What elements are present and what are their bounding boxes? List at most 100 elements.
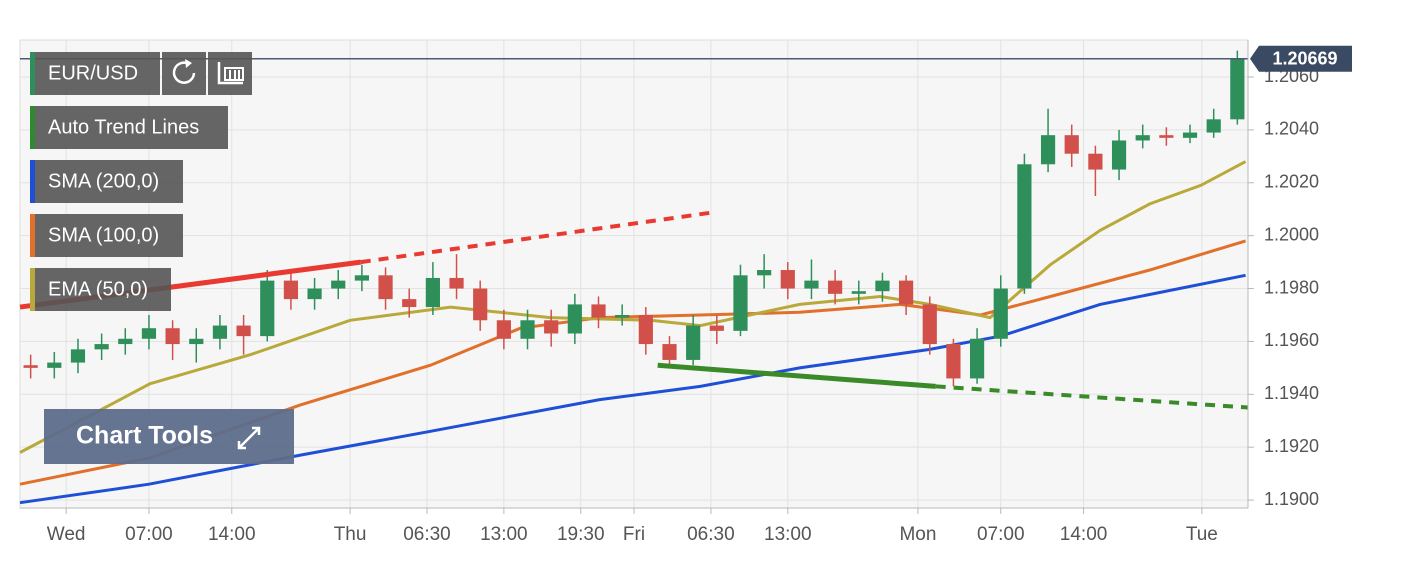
y-tick-label: 1.2020 <box>1264 172 1319 192</box>
refresh-button[interactable] <box>162 52 206 95</box>
candle-body <box>993 288 1008 339</box>
candle-body <box>1064 135 1079 154</box>
legend: EUR/USD Auto Trend Lines SMA (200,0) SMA (1… <box>30 52 228 311</box>
x-tick-label: Fri <box>623 524 645 545</box>
candle-body <box>23 365 38 368</box>
x-tick-label: Thu <box>334 524 367 545</box>
candle-body <box>449 277 464 289</box>
candle-body <box>473 288 488 321</box>
x-tick-label: Mon <box>899 524 936 545</box>
candle-body <box>899 280 914 305</box>
candle-body <box>1088 153 1103 170</box>
legend-label: SMA (100,0) <box>48 224 159 246</box>
x-tick-label: 07:00 <box>125 524 173 545</box>
candle-body <box>425 277 440 308</box>
candle-body <box>733 275 748 331</box>
legend-box <box>30 160 183 203</box>
legend-item[interactable]: SMA (100,0) <box>30 214 183 257</box>
candle-body <box>591 304 606 318</box>
candle-body <box>1206 119 1221 133</box>
candle-body <box>1135 135 1150 141</box>
candle-body <box>354 275 369 281</box>
candle-body <box>520 320 535 339</box>
legend-swatch <box>30 106 35 149</box>
x-tick-label: 07:00 <box>977 524 1025 545</box>
candle-body <box>70 349 86 363</box>
legend-label: EMA (50,0) <box>48 278 148 300</box>
candle-body <box>165 328 180 345</box>
candle-body <box>946 344 961 379</box>
candle-body <box>331 280 346 289</box>
candle-body <box>1159 135 1174 138</box>
candle-body <box>189 338 204 345</box>
candle-body <box>94 344 109 350</box>
legend-item[interactable]: SMA (200,0) <box>30 160 183 203</box>
x-tick-label: 14:00 <box>208 524 256 545</box>
legend-box <box>30 106 228 149</box>
candle-body <box>828 280 843 294</box>
candle-body <box>567 304 582 334</box>
candle-body <box>922 304 937 345</box>
legend-swatch <box>30 160 35 203</box>
candle-body <box>780 270 795 289</box>
candle-body <box>402 299 417 308</box>
candle-body <box>544 320 559 334</box>
x-tick-label: 13:00 <box>480 524 528 545</box>
candle-body <box>496 320 511 339</box>
legend-item[interactable]: EMA (50,0) <box>30 268 171 311</box>
x-tick-label: 14:00 <box>1060 524 1108 545</box>
candle-body <box>307 288 322 300</box>
legend-box <box>30 268 171 311</box>
candle-body <box>283 280 299 300</box>
last-price-tag <box>1250 45 1352 72</box>
y-tick-label: 1.1900 <box>1264 489 1319 509</box>
candle-body <box>141 328 157 339</box>
x-tick-label: 13:00 <box>764 524 812 545</box>
y-tick-label: 1.2040 <box>1264 119 1319 139</box>
candle-body <box>1040 135 1056 165</box>
legend-swatch <box>30 268 35 311</box>
marks <box>19 50 1249 505</box>
labels: 1.1900 1.1920 1.1940 1.1960 1.1980 1.2000 1.20… <box>47 45 1352 545</box>
chart-tools-button[interactable]: Chart Tools <box>44 409 294 464</box>
candle-body <box>47 362 62 368</box>
candle-body <box>875 280 890 292</box>
trend-projection <box>360 209 718 265</box>
candle-body <box>804 280 819 289</box>
candle-body <box>236 325 251 337</box>
chart-tools-label[interactable]: Chart Tools <box>76 422 213 450</box>
y-tick-label: 1.1980 <box>1264 277 1319 297</box>
legend-label: EUR/USD <box>48 62 138 84</box>
chart-type-button[interactable] <box>208 52 252 95</box>
candle-body <box>686 325 701 360</box>
legend-swatch <box>30 52 35 95</box>
candle-body <box>757 270 772 276</box>
x-tick-label: 06:30 <box>687 524 735 545</box>
legend-box <box>30 52 160 95</box>
candle-body <box>851 291 866 294</box>
x-tick-label: Tue <box>1186 524 1218 545</box>
x-tick-label: Wed <box>47 524 86 545</box>
y-tick-label: 1.2000 <box>1264 224 1319 244</box>
legend-item[interactable]: EUR/USD <box>30 52 160 95</box>
y-tick-label: 1.1940 <box>1264 383 1319 403</box>
indicator-line <box>19 273 1246 505</box>
candle-body <box>378 275 393 300</box>
candle-body <box>1111 140 1127 170</box>
trend-projection <box>935 384 1249 410</box>
candle-body <box>118 338 133 345</box>
candle-body <box>969 338 985 379</box>
last-price-label: 1.20669 <box>1272 49 1337 69</box>
indicator-line <box>19 160 1247 454</box>
legend-swatch <box>30 214 35 257</box>
x-tick-label: 19:30 <box>557 524 605 545</box>
y-tick-label: 1.1920 <box>1264 436 1319 456</box>
trend-line <box>657 362 936 389</box>
legend-item[interactable]: Auto Trend Lines <box>30 106 228 149</box>
candle-body <box>709 325 724 331</box>
legend-box <box>30 214 183 257</box>
candle-body <box>1230 58 1245 120</box>
candle-body <box>662 344 677 360</box>
x-tick-label: 06:30 <box>403 524 451 545</box>
